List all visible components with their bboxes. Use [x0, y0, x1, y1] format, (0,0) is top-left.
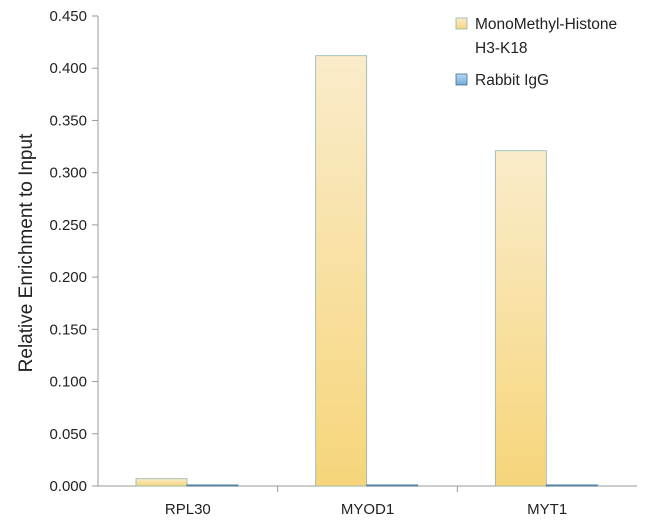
axes: 0.000 0.050 0.100 0.150 0.200 0.250 0.300 0.350…	[49, 8, 637, 518]
y-tick-label: 0.250	[49, 217, 87, 234]
legend-label: H3-K18	[475, 40, 528, 57]
y-tick-label: 0.150	[49, 321, 87, 338]
y-tick-label: 0.350	[49, 112, 87, 129]
legend-label: Rabbit IgG	[475, 72, 549, 89]
bar-series-0-rpl30	[135, 478, 188, 487]
y-tick-label: 0.450	[49, 8, 87, 25]
bar-series-0-myt1	[494, 150, 547, 487]
legend-swatch	[455, 17, 468, 30]
legend-label: MonoMethyl-Histone	[475, 16, 617, 33]
bars	[135, 55, 598, 487]
x-tick-label: MYOD1	[341, 501, 394, 518]
y-tick-label: 0.400	[49, 60, 87, 77]
y-tick-label: 0.200	[49, 269, 87, 286]
x-tick-label: RPL30	[165, 501, 211, 518]
y-axis-title: Relative Enrichment to Input	[16, 133, 37, 372]
y-tick-label: 0.050	[49, 426, 87, 443]
bar-series-1-rpl30	[186, 484, 239, 487]
legend: MonoMethyl-Histone H3-K18 Rabbit IgG	[455, 16, 617, 89]
y-tick-label: 0.100	[49, 374, 87, 391]
bar-series-1-myt1	[545, 484, 598, 487]
bar-series-1-myod1	[366, 484, 419, 487]
y-tick-label: 0.000	[49, 478, 87, 495]
y-tick-label: 0.300	[49, 165, 87, 182]
bar-series-0-myod1	[315, 55, 368, 487]
x-tick-label: MYT1	[527, 501, 567, 518]
legend-swatch	[455, 73, 468, 86]
